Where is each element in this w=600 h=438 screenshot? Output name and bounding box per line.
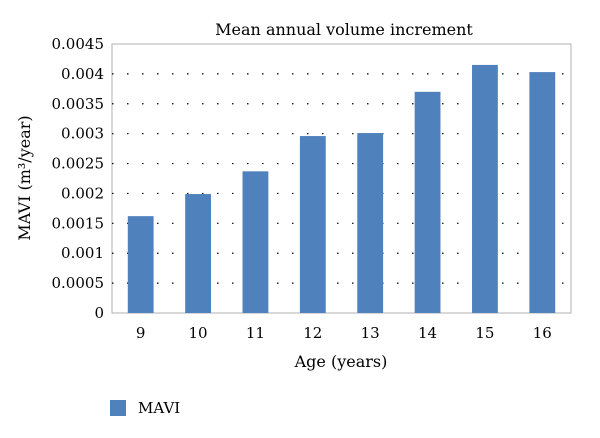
legend-label-mavi: MAVI xyxy=(138,399,180,417)
y-tick-label: 0.0025 xyxy=(52,155,105,173)
x-tick-label: 13 xyxy=(361,324,380,342)
y-axis-ticks: 0 0.0005 0.001 0.0015 0.002 0.0025 0.003 0.0035… xyxy=(52,35,105,322)
bar-12 xyxy=(299,136,326,313)
x-tick-label: 12 xyxy=(303,324,322,342)
y-tick-label: 0.0035 xyxy=(52,95,105,113)
y-tick-label: 0.002 xyxy=(61,184,104,202)
y-tick-label: 0.0005 xyxy=(52,274,105,292)
legend-swatch-mavi xyxy=(110,400,126,416)
legend: MAVI xyxy=(110,399,180,417)
x-axis-label: Age (years) xyxy=(294,352,388,371)
x-tick-label: 9 xyxy=(136,324,146,342)
x-axis-ticks: 9 10 11 12 13 14 15 16 xyxy=(136,324,552,342)
bar-15 xyxy=(472,64,498,313)
bar-14 xyxy=(414,91,441,313)
x-tick-label: 15 xyxy=(475,324,494,342)
bar-10 xyxy=(185,194,211,313)
gridlines xyxy=(112,73,571,284)
y-axis-label: MAVI (m³/year) xyxy=(15,115,34,240)
y-tick-label: 0.0015 xyxy=(52,214,105,232)
bar-16 xyxy=(529,72,556,314)
y-tick-label: 0.0045 xyxy=(52,35,105,53)
bar-11 xyxy=(242,171,269,313)
y-tick-label: 0.004 xyxy=(61,65,104,83)
x-tick-label: 14 xyxy=(418,324,437,342)
x-tick-label: 10 xyxy=(189,324,208,342)
x-tick-label: 16 xyxy=(533,324,552,342)
bars xyxy=(127,64,556,314)
y-tick-label: 0 xyxy=(94,304,104,322)
bar-9 xyxy=(127,216,154,313)
chart-title: Mean annual volume increment xyxy=(215,20,473,39)
x-tick-label: 11 xyxy=(246,324,265,342)
bar-13 xyxy=(357,133,384,313)
y-tick-label: 0.003 xyxy=(61,125,104,143)
plot-area xyxy=(111,43,572,314)
y-tick-label: 0.001 xyxy=(61,244,104,262)
